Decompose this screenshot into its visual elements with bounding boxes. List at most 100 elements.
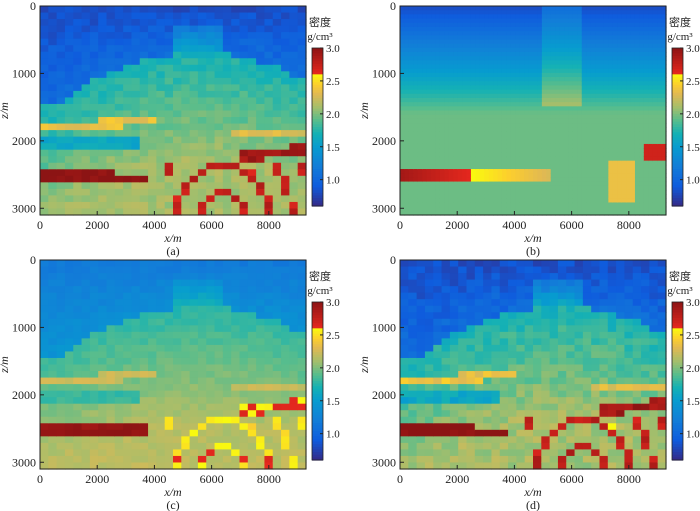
- heatmap-cell: [164, 45, 174, 53]
- heatmap-cell: [81, 292, 91, 300]
- heatmap-cell: [48, 462, 58, 470]
- heatmap-cell: [448, 85, 454, 91]
- heatmap-cell: [197, 371, 207, 379]
- heatmap-cell: [439, 114, 445, 120]
- heatmap-cell: [439, 198, 445, 204]
- heatmap-cell: [515, 139, 521, 145]
- heatmap-cell: [519, 89, 525, 95]
- heatmap-cell: [56, 436, 66, 444]
- heatmap-cell: [164, 51, 174, 59]
- heatmap-cell: [541, 143, 547, 149]
- heatmap-cell: [506, 51, 512, 57]
- heatmap-cell: [577, 6, 583, 11]
- panel-label: (b): [526, 244, 540, 258]
- heatmap-cell: [581, 22, 587, 28]
- heatmap-cell: [181, 45, 191, 53]
- heatmap-cell: [528, 206, 534, 212]
- heatmap-cell: [189, 449, 199, 457]
- heatmap-cell: [590, 56, 596, 61]
- heatmap-cell: [73, 136, 83, 144]
- heatmap-cell: [139, 195, 149, 203]
- heatmap-cell: [630, 110, 636, 116]
- heatmap-cell: [470, 148, 476, 153]
- heatmap-cell: [181, 58, 191, 66]
- heatmap-cell: [643, 173, 649, 178]
- heatmap-cell: [524, 114, 530, 120]
- heatmap-cell: [501, 164, 507, 170]
- heatmap-cell: [181, 318, 191, 326]
- heatmap-cell: [657, 89, 663, 95]
- heatmap-cell: [586, 10, 592, 15]
- heatmap-cell: [524, 139, 530, 145]
- y-axis-label: z/m: [357, 102, 371, 120]
- heatmap-cell: [89, 117, 99, 125]
- heatmap-cell: [608, 97, 614, 103]
- heatmap-cell: [173, 103, 182, 112]
- colorbar-segment: [672, 79, 683, 83]
- heatmap-cell: [40, 71, 49, 79]
- heatmap-cell: [493, 194, 499, 199]
- heatmap-cell: [404, 114, 410, 120]
- heatmap-cell: [404, 139, 410, 145]
- heatmap-cell: [448, 60, 454, 66]
- heatmap-cell: [626, 206, 632, 212]
- heatmap-cell: [400, 85, 406, 91]
- heatmap-cell: [444, 194, 450, 199]
- heatmap-cell: [123, 331, 133, 339]
- heatmap-cell: [181, 51, 191, 59]
- heatmap-cell: [426, 22, 432, 28]
- heatmap-cell: [156, 25, 166, 33]
- heatmap-cell: [422, 114, 428, 120]
- heatmap-cell: [550, 152, 556, 158]
- heatmap-cell: [139, 208, 149, 216]
- heatmap-cell: [148, 423, 157, 431]
- heatmap-cell: [652, 135, 658, 141]
- heatmap-cell: [639, 152, 645, 158]
- heatmap-cell: [510, 127, 516, 132]
- heatmap-cell: [630, 160, 636, 166]
- heatmap-cell: [148, 12, 157, 20]
- heatmap-cell: [206, 130, 216, 138]
- heatmap-cell: [564, 26, 570, 32]
- heatmap-cell: [139, 384, 149, 392]
- heatmap-cell: [206, 292, 216, 300]
- heatmap-cell: [590, 31, 596, 36]
- heatmap-cell: [497, 39, 503, 45]
- heatmap-cell: [435, 102, 441, 107]
- heatmap-cell: [537, 123, 543, 128]
- heatmap-cell: [197, 136, 207, 144]
- heatmap-cell: [73, 318, 83, 326]
- heatmap-cell: [231, 149, 241, 157]
- heatmap-cell: [479, 64, 485, 70]
- heatmap-cell: [559, 123, 565, 128]
- heatmap-cell: [643, 189, 649, 195]
- heatmap-cell: [462, 43, 468, 49]
- heatmap-cell: [206, 462, 216, 470]
- heatmap-cell: [533, 81, 539, 87]
- heatmap-cell: [475, 77, 481, 82]
- heatmap-cell: [537, 68, 543, 74]
- heatmap-cell: [466, 173, 472, 178]
- heatmap-cell: [453, 114, 459, 120]
- heatmap-cell: [453, 64, 459, 70]
- colorbar-segment: [672, 116, 683, 120]
- heatmap-cell: [648, 81, 654, 87]
- heatmap-cell: [555, 169, 561, 174]
- heatmap-cell: [264, 136, 274, 144]
- heatmap-cell: [612, 18, 618, 24]
- heatmap-cell: [222, 188, 232, 197]
- heatmap-cell: [156, 58, 166, 66]
- heatmap-cell: [56, 84, 66, 92]
- heatmap-cell: [568, 89, 574, 95]
- heatmap-cell: [297, 175, 307, 183]
- heatmap-cell: [222, 449, 232, 457]
- heatmap-cell: [586, 148, 592, 153]
- heatmap-cell: [89, 325, 99, 333]
- heatmap-cell: [422, 118, 428, 124]
- heatmap-cell: [484, 143, 490, 149]
- heatmap-cell: [564, 177, 570, 183]
- heatmap-cell: [148, 351, 157, 359]
- heatmap-cell: [470, 81, 476, 87]
- heatmap-cell: [48, 384, 58, 392]
- heatmap-cell: [533, 194, 539, 199]
